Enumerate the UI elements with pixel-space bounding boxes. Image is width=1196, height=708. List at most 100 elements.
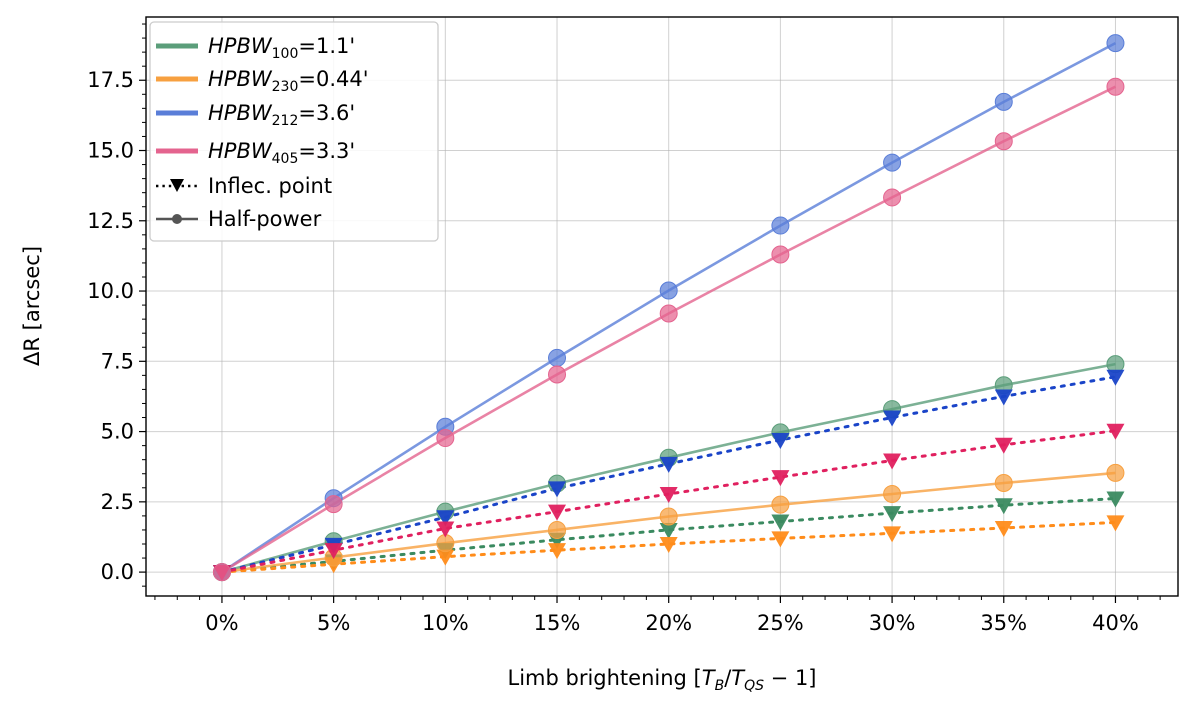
x-axis-title-post: − 1] [764,666,817,690]
hpbw212-inflec-point [994,389,1013,406]
hpbw405-half-power-point [212,563,231,582]
hpbw405-inflec-point [324,543,343,560]
hpbw212-half-power-point [883,153,902,172]
hpbw405-inflec-point [548,504,567,521]
legend-label-hpbw405-prefix: HPBW [208,139,273,163]
hpbw405-half-power-point [436,429,455,448]
hpbw405-inflec-point [659,486,678,503]
hpbw405-inflec-point [994,437,1013,454]
y-tick-label: 5.0 [101,420,134,444]
hpbw230-inflec-point [1106,515,1125,532]
hpbw405-half-power-point [883,188,902,207]
legend-label-hpbw212-value: =3.6' [298,101,355,125]
hpbw230-half-power-point [771,495,790,514]
hpbw230-inflec-line [220,520,1117,574]
legend-swatch-half-marker [172,214,182,224]
hpbw230-inflec-point [994,520,1013,537]
hpbw405-half-power-point [548,365,567,384]
x-axis-title-t: T [702,666,717,690]
hpbw230-half-power-point [883,484,902,503]
legend-frame [149,21,439,242]
legend-swatch-inflec-marker [170,179,184,192]
hpbw230-inflec-point [548,543,567,560]
y-tick-label: 7.5 [101,349,134,373]
legend: HPBW100=1.1' HPBW230=0.44' HPBW212=3.6' … [149,21,439,242]
legend-label-hpbw230: HPBW230=0.44' [208,67,369,95]
ticks: 0% 5% 10% 15% 20% 25% 30% 35% 40% 0.0 2.5 5.0 7.5 10.… [87,23,1161,635]
hpbw100-inflec-point [994,498,1013,515]
x-tick-label: 0% [205,611,238,635]
hpbw212-half-power-point [994,92,1013,111]
hpbw100-inflec-point [659,522,678,539]
y-tick-label: 2.5 [101,490,134,514]
x-axis-title-b-sub: B [715,678,725,694]
x-axis-title-slash: / [724,666,732,690]
x-tick-label: 5% [317,611,350,635]
hpbw405-inflec-point [883,453,902,470]
hpbw405-half-power-point [324,495,343,514]
x-axis-title-qs-sub: QS [744,678,764,694]
hpbw212-inflec-point [548,481,567,498]
legend-label-hpbw405: HPBW405=3.3' [208,139,355,167]
hpbw100-inflec-point [771,514,790,531]
legend-label-hpbw100-value: =1.1' [298,34,355,58]
hpbw212-inflec-point [771,433,790,450]
y-tick-label: 10.0 [87,279,134,303]
y-axis-title: ΔR [arcsec] [20,246,44,366]
hpbw212-half-power-point [771,216,790,235]
x-tick-label: 40% [1092,611,1139,635]
x-tick-label: 10% [422,611,469,635]
plot-frame [145,16,1179,597]
hpbw230-inflec-point [771,531,790,548]
legend-label-hpbw230-prefix: HPBW [208,67,273,91]
hpbw405-half-power-point [659,304,678,323]
series-layer [212,34,1125,582]
hpbw405-half-power-point [1106,77,1125,96]
legend-label-hpbw405-sub: 405 [272,151,299,167]
legend-label-hpbw100-sub: 100 [272,46,299,62]
x-tick-label: 20% [645,611,692,635]
hpbw230-inflec-point [436,549,455,566]
legend-label-hpbw212-prefix: HPBW [208,101,273,125]
hpbw230-inflec-point [659,537,678,554]
legend-label-hpbw212: HPBW212=3.6' [208,101,355,129]
hpbw230-half-power-point [1106,463,1125,482]
legend-label-hpbw100-prefix: HPBW [208,34,273,58]
x-tick-label: 15% [534,611,581,635]
hpbw405-inflec-point [436,521,455,538]
legend-label-hpbw405-value: =3.3' [298,139,355,163]
x-tick-label: 25% [757,611,804,635]
legend-label-inflec: Inflec. point [208,174,332,198]
hpbw405-inflec-point [1106,423,1125,440]
hpbw212-inflec-point [659,456,678,473]
hpbw100-inflec-point [883,506,902,523]
legend-label-hpbw212-sub: 212 [272,113,299,129]
y-tick-label: 17.5 [87,68,134,92]
legend-label-hpbw230-sub: 230 [272,79,299,95]
hpbw405-inflec-point [771,470,790,487]
hpbw405-half-power-point [994,132,1013,151]
y-tick-label: 15.0 [87,139,134,163]
hpbw100-inflec-point [1106,491,1125,508]
hpbw212-inflec-point [436,510,455,527]
hpbw230-inflec-point [883,526,902,543]
legend-label-hpbw100: HPBW100=1.1' [208,34,355,62]
hpbw212-half-power-point [1106,34,1125,53]
hpbw212-inflec-point [1106,369,1125,386]
x-tick-label: 30% [869,611,916,635]
x-tick-label: 35% [980,611,1027,635]
hpbw230-half-power-point [548,520,567,539]
hpbw212-inflec-point [883,410,902,427]
x-axis-title: Limb brightening [TB/TQS − 1] [508,666,817,694]
y-tick-label: 12.5 [87,209,134,233]
hpbw212-half-power-point [659,281,678,300]
hpbw230-half-power-point [659,507,678,526]
x-axis-title-t2: T [731,666,746,690]
hpbw212-half-power-point [548,348,567,367]
hpbw405-half-power-point [771,245,790,264]
y-tick-label: 0.0 [101,560,134,584]
hpbw230-half-power-point [994,474,1013,493]
x-axis-title-pre: Limb brightening [ [508,666,702,690]
legend-label-half: Half-power [208,207,322,231]
